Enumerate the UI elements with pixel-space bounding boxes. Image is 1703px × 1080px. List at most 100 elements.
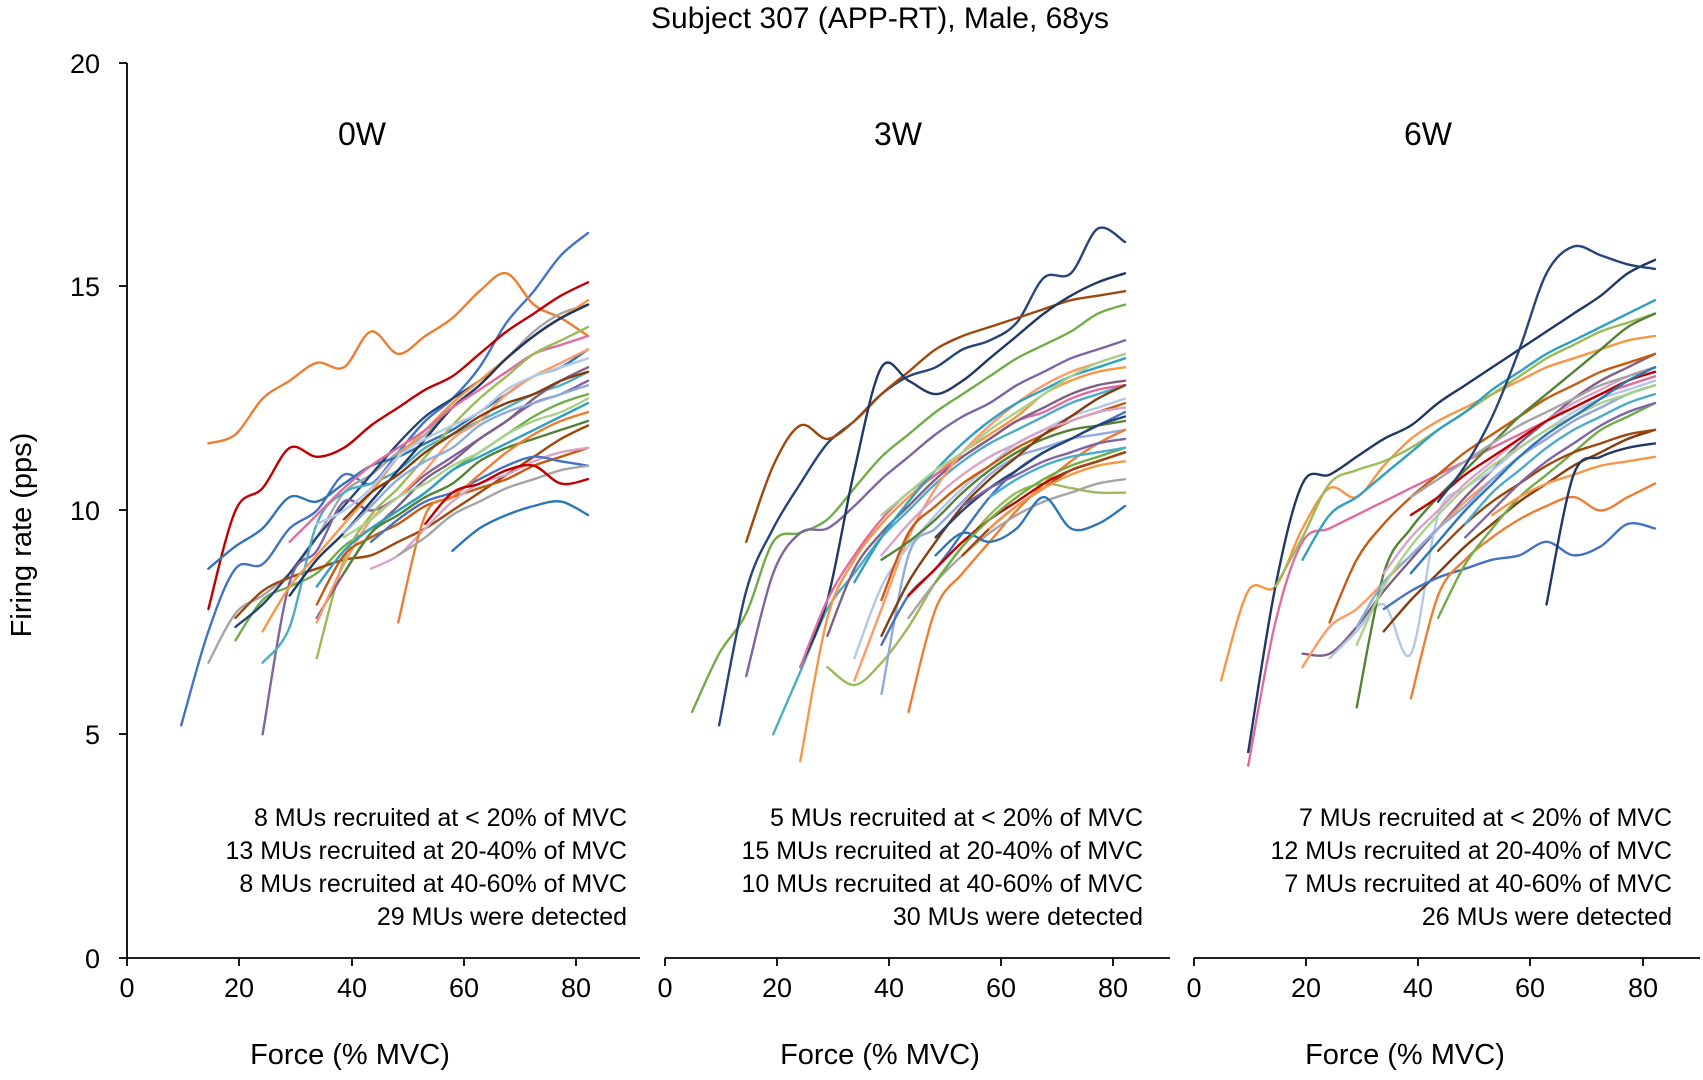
- y-tick-label: 0: [85, 944, 100, 974]
- panel-label: 6W: [1404, 116, 1453, 152]
- mu-firing-curve: [1301, 384, 1657, 669]
- panel-0w: 0W 0 20 40 60 80 Force (% MVC) 8 MUs rec…: [119, 116, 640, 1071]
- x-axis-label: Force (% MVC): [1305, 1039, 1505, 1071]
- y-axis: 0 5 10 15 20: [70, 49, 128, 974]
- mu-firing-curve: [315, 357, 590, 526]
- x-tick-label: 0: [657, 973, 672, 1003]
- x-tick-label: 20: [762, 973, 792, 1003]
- y-tick-label: 5: [85, 720, 100, 750]
- mu-firing-curve: [288, 303, 590, 597]
- x-ticks: 0 20 40 60 80: [1186, 958, 1658, 1003]
- recruitment-notes: 5 MUs recruited at < 20% of MVC 15 MUs r…: [741, 804, 1143, 931]
- note-line: 7 MUs recruited at 40-60% of MVC: [1284, 870, 1672, 898]
- mu-firing-curve: [934, 446, 1127, 584]
- mu-firing-curve: [1355, 384, 1657, 646]
- mu-firing-curve: [799, 384, 1127, 669]
- mu-firing-curve: [1409, 366, 1657, 499]
- mu-firing-curve: [207, 281, 590, 611]
- panel-label: 3W: [874, 116, 923, 152]
- mu-firing-curve: [1409, 482, 1657, 700]
- mu-firing-curve: [207, 303, 590, 664]
- x-ticks: 0 20 40 60 80: [119, 958, 591, 1003]
- mu-firing-curve: [397, 464, 590, 557]
- x-tick-label: 60: [1515, 973, 1545, 1003]
- mu-firing-curve: [826, 379, 1127, 637]
- mu-lines: [180, 231, 590, 736]
- recruitment-notes: 7 MUs recruited at < 20% of MVC 12 MUs r…: [1270, 804, 1672, 931]
- note-line: 8 MUs recruited at < 20% of MVC: [254, 804, 627, 832]
- note-line: 10 MUs recruited at 40-60% of MVC: [741, 870, 1143, 898]
- mu-firing-curve: [207, 271, 590, 445]
- note-line: 29 MUs were detected: [377, 903, 627, 931]
- mu-firing-curve: [451, 500, 590, 552]
- note-line: 30 MUs were detected: [893, 903, 1143, 931]
- mu-firing-curve: [690, 303, 1127, 714]
- mu-firing-curve: [988, 446, 1127, 499]
- x-tick-label: 80: [1628, 973, 1658, 1003]
- panel-6w: 6W 0 20 40 60 80 Force (% MVC) 7 MUs rec…: [1186, 116, 1700, 1071]
- mu-firing-curve: [745, 339, 1127, 678]
- x-tick-label: 40: [337, 973, 367, 1003]
- x-axis-label: Force (% MVC): [250, 1039, 450, 1071]
- x-ticks: 0 20 40 60 80: [657, 958, 1128, 1003]
- mu-firing-curve: [961, 437, 1127, 508]
- panel-label: 0W: [338, 116, 387, 152]
- y-axis-label: Firing rate (pps): [6, 433, 38, 638]
- mu-firing-curve: [988, 460, 1127, 530]
- recruitment-notes: 8 MUs recruited at < 20% of MVC 13 MUs r…: [225, 804, 627, 931]
- x-tick-label: 60: [449, 973, 479, 1003]
- mu-firing-curve: [717, 226, 1127, 727]
- mu-firing-curve: [1464, 392, 1657, 526]
- mu-firing-curve: [424, 463, 590, 526]
- mu-firing-curve: [853, 357, 1127, 584]
- x-tick-label: 40: [874, 973, 904, 1003]
- x-tick-label: 80: [561, 973, 591, 1003]
- mu-firing-curve: [1328, 352, 1657, 624]
- x-tick-label: 20: [1291, 973, 1321, 1003]
- note-line: 5 MUs recruited at < 20% of MVC: [770, 804, 1143, 832]
- mu-firing-curve: [907, 478, 1127, 620]
- mu-firing-curve: [1436, 401, 1657, 620]
- mu-firing-curve: [853, 352, 1127, 682]
- mu-firing-curve: [880, 406, 1127, 557]
- panel-3w: 3W 0 20 40 60 80 Force (% MVC) 5 MUs rec…: [657, 116, 1170, 1071]
- mu-firing-curve: [880, 428, 1127, 696]
- mu-firing-curve: [1247, 258, 1657, 754]
- mu-firing-curve: [180, 231, 590, 727]
- x-tick-label: 0: [1186, 973, 1201, 1003]
- mu-lines: [1219, 244, 1657, 767]
- mu-firing-curve: [1355, 384, 1657, 629]
- mu-firing-curve: [880, 352, 1127, 517]
- mu-firing-curve: [934, 415, 1127, 539]
- mu-firing-curve: [1436, 428, 1657, 552]
- note-line: 12 MUs recruited at 20-40% of MVC: [1270, 837, 1672, 865]
- mu-firing-curve: [1382, 522, 1657, 611]
- note-line: 15 MUs recruited at 20-40% of MVC: [741, 837, 1143, 865]
- mu-firing-curve: [1409, 366, 1657, 575]
- mu-firing-curve: [880, 419, 1127, 561]
- mu-firing-curve: [342, 397, 590, 539]
- mu-firing-curve: [1464, 401, 1657, 539]
- chart-title: Subject 307 (APP-RT), Male, 68ys: [651, 2, 1109, 35]
- x-tick-label: 60: [986, 973, 1016, 1003]
- mu-firing-curve: [342, 370, 590, 521]
- y-tick-label: 15: [70, 272, 100, 302]
- y-ticks: 0 5 10 15 20: [70, 49, 127, 974]
- x-tick-label: 40: [1403, 973, 1433, 1003]
- y-tick-label: 20: [70, 49, 100, 79]
- note-line: 8 MUs recruited at 40-60% of MVC: [239, 870, 627, 898]
- mu-firing-curve: [799, 272, 1127, 669]
- note-line: 7 MUs recruited at < 20% of MVC: [1299, 804, 1672, 832]
- mu-firing-curve: [315, 401, 590, 588]
- y-tick-label: 10: [70, 496, 100, 526]
- mu-firing-curve: [1355, 312, 1657, 709]
- x-tick-label: 80: [1098, 973, 1128, 1003]
- mu-firing-curve: [234, 392, 590, 642]
- x-tick-label: 20: [224, 973, 254, 1003]
- mu-firing-curve: [369, 455, 590, 543]
- mu-firing-curve: [1545, 442, 1657, 606]
- note-line: 26 MUs were detected: [1422, 903, 1672, 931]
- x-axis-label: Force (% MVC): [780, 1039, 980, 1071]
- mu-firing-curve: [397, 410, 590, 624]
